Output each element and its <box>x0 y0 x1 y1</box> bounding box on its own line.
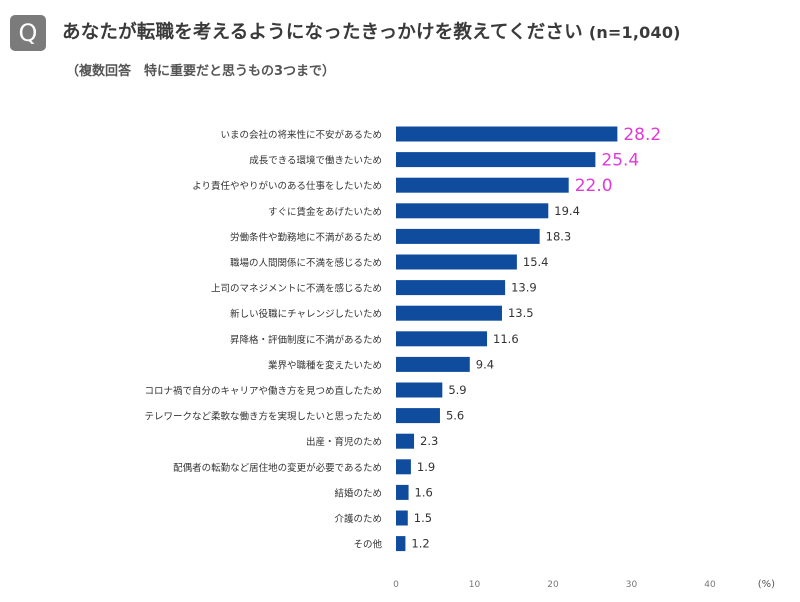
category-label: コロナ禍で自分のキャリアや働き方を見つめ直したため <box>144 385 382 397</box>
x-tick-label: 10 <box>469 580 481 590</box>
category-label: より責任ややりがいのある仕事をしたいため <box>192 180 382 192</box>
category-label: 介護のため <box>334 513 382 525</box>
category-label: 昇降格・評価制度に不満があるため <box>230 334 382 346</box>
value-label: 15.4 <box>523 255 549 269</box>
bar <box>396 459 411 475</box>
category-label: 職場の人間関係に不満を感じるため <box>230 257 382 269</box>
category-label: 結婚のため <box>334 487 382 499</box>
title-text: あなたが転職を考えるようになったきっかけを教えてください <box>62 22 583 43</box>
bar <box>396 510 408 526</box>
value-label: 1.6 <box>415 485 433 499</box>
category-label: 上司のマネジメントに不満を感じるため <box>211 283 382 295</box>
value-label-highlight: 28.2 <box>623 125 661 145</box>
category-label: 業界や職種を変えたいため <box>268 359 382 371</box>
category-label: 新しい役職にチャレンジしたいため <box>230 308 382 320</box>
bar <box>396 382 443 398</box>
bar <box>396 433 415 449</box>
question-badge: Q <box>10 15 46 51</box>
bar <box>396 203 549 219</box>
page-title: あなたが転職を考えるようになったきっかけを教えてください (n=1,040) <box>62 18 681 44</box>
x-tick-label: 40 <box>704 580 716 590</box>
bar <box>396 305 502 321</box>
x-tick-label: 30 <box>626 580 638 590</box>
category-label: その他 <box>353 539 382 551</box>
bar <box>396 228 540 244</box>
category-label: すぐに賃金をあげたいため <box>268 206 382 218</box>
value-label: 9.4 <box>476 357 494 371</box>
page-subtitle: （複数回答 特に重要だと思うもの3つまで） <box>66 64 336 79</box>
x-axis-unit: (%) <box>758 579 775 590</box>
value-label: 13.5 <box>508 306 534 320</box>
value-label: 11.6 <box>493 332 519 346</box>
bar <box>396 177 569 193</box>
x-tick-label: 0 <box>393 580 399 590</box>
category-label: いまの会社の将来性に不安があるため <box>220 129 382 141</box>
value-label: 1.2 <box>411 537 429 551</box>
x-tick-label: 20 <box>547 580 559 590</box>
value-label: 1.5 <box>414 511 432 525</box>
sample-size: (n=1,040) <box>588 23 681 42</box>
value-label: 13.9 <box>511 281 537 295</box>
value-label: 19.4 <box>554 204 580 218</box>
bar <box>396 280 506 296</box>
value-label: 18.3 <box>546 229 572 243</box>
category-label: テレワークなど柔軟な働き方を実現したいと思ったため <box>144 411 382 423</box>
bar <box>396 126 618 142</box>
value-label-highlight: 22.0 <box>575 176 613 196</box>
category-label: 成長できる環境で働きたいため <box>249 155 382 167</box>
bar <box>396 152 596 168</box>
value-label: 5.6 <box>446 409 464 423</box>
value-label-highlight: 25.4 <box>601 151 639 171</box>
category-label: 出産・育児のため <box>306 436 382 448</box>
category-label: 労働条件や勤務地に不満があるため <box>230 231 382 243</box>
bar <box>396 356 470 372</box>
category-label: 配偶者の転勤など居住地の変更が必要であるため <box>173 462 382 474</box>
value-label: 1.9 <box>417 460 435 474</box>
bar <box>396 536 406 552</box>
bar <box>396 408 440 424</box>
bar <box>396 331 488 347</box>
bar <box>396 254 517 270</box>
value-label: 5.9 <box>448 383 466 397</box>
bar <box>396 484 409 500</box>
value-label: 2.3 <box>420 434 438 448</box>
